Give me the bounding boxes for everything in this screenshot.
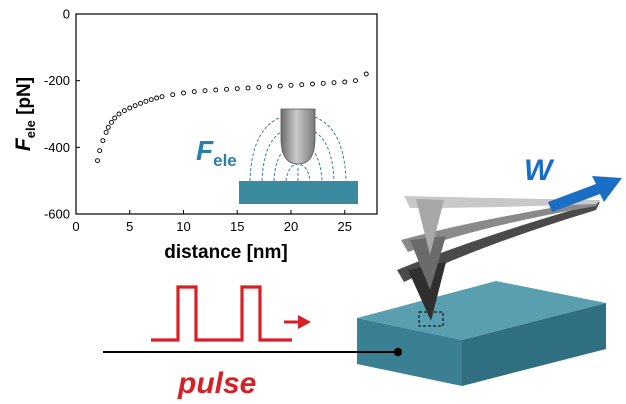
cantilevers: W [397, 154, 622, 321]
x-tick-label: 0 [72, 219, 79, 234]
x-tick-label: 5 [126, 219, 133, 234]
x-axis-ticks: 0 5 10 15 20 25 [72, 210, 352, 234]
data-point [116, 111, 122, 117]
substrate [357, 281, 606, 386]
data-point [127, 105, 133, 111]
y-axis-label-unit: [pN] [14, 77, 35, 120]
data-point [224, 86, 229, 92]
data-point [95, 158, 100, 164]
data-point [112, 115, 118, 121]
y-axis-label-sub: ele [23, 120, 38, 138]
data-point [331, 80, 337, 86]
cantilever-mid-beam [401, 200, 600, 252]
pulse-label: pulse [177, 367, 256, 400]
data-point [97, 148, 103, 154]
pulse-illustration: pulse [103, 285, 403, 400]
x-tick-label: 25 [338, 219, 352, 234]
data-point [154, 95, 160, 101]
cantilever-mid-tip [410, 236, 446, 290]
cantilever-light-tip [416, 199, 444, 255]
plot: 0 5 10 15 20 25 0 -200 -400 -600 distance [nm] F… [12, 7, 378, 263]
data-point [170, 92, 176, 98]
cantilever-dark-tip [408, 262, 446, 321]
y-tick-label: 0 [63, 7, 70, 22]
substrate-front [357, 318, 462, 386]
plot-frame [75, 13, 378, 215]
y-axis-label: Fele [pN] [12, 77, 38, 151]
data-point [277, 83, 283, 89]
y-axis-label-main: F [12, 137, 35, 151]
data-point [103, 129, 109, 135]
substrate-side [462, 303, 606, 386]
data-point [159, 94, 165, 100]
data-points [95, 71, 369, 164]
data-point [245, 85, 251, 91]
x-tick-label: 20 [284, 219, 298, 234]
data-point [181, 90, 186, 96]
pulse-arrow-head [298, 315, 311, 329]
data-point [100, 138, 106, 144]
inset-label-main: F [196, 135, 214, 166]
w-arrow [548, 176, 622, 212]
data-point [299, 82, 305, 88]
wire-contact-dot [393, 347, 403, 357]
data-point [213, 87, 219, 93]
inset-tip [280, 108, 316, 165]
x-tick-label: 15 [230, 219, 244, 234]
data-point [105, 124, 111, 130]
x-axis-label: distance [nm] [164, 242, 288, 263]
inset-label: Fele [196, 135, 237, 170]
data-point [234, 86, 240, 92]
data-point [191, 89, 197, 95]
data-point [267, 84, 272, 90]
data-point [353, 78, 358, 84]
y-axis-ticks: 0 -200 -400 -600 [44, 7, 80, 222]
data-point [288, 82, 294, 88]
inset-illustration: Fele [196, 108, 358, 204]
data-point [310, 81, 315, 87]
inset-surface [239, 181, 358, 204]
data-point [138, 100, 143, 106]
data-point [320, 80, 326, 86]
pulse-waveform [151, 285, 292, 342]
data-point [202, 88, 208, 94]
data-point [256, 84, 262, 90]
data-point [342, 79, 348, 85]
data-point [132, 103, 138, 109]
w-label: W [524, 154, 555, 187]
data-point [121, 108, 127, 114]
data-point [148, 97, 154, 103]
field-line [273, 142, 323, 182]
y-tick-label: -600 [44, 207, 70, 222]
x-tick-label: 10 [176, 219, 190, 234]
data-point [109, 119, 114, 125]
data-point [363, 71, 369, 77]
inset-label-sub: ele [213, 151, 237, 170]
y-tick-label: -400 [44, 140, 70, 155]
y-tick-label: -200 [44, 73, 70, 88]
data-point [143, 98, 149, 104]
cantilever-dark-beam [397, 202, 600, 282]
